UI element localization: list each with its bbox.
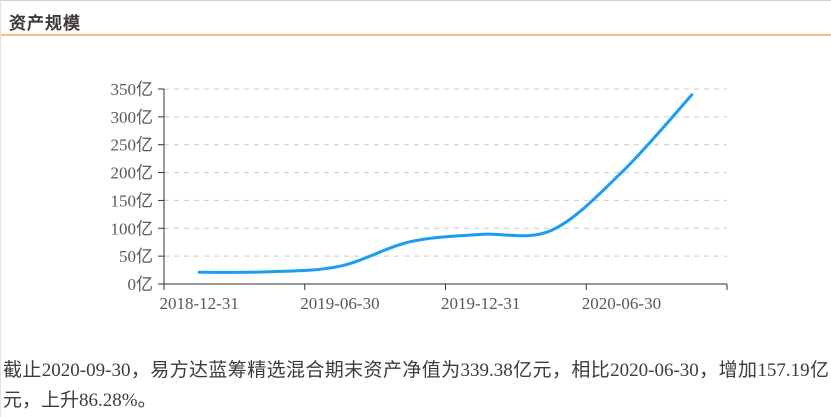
asset-scale-line: [197, 93, 694, 274]
y-axis-label: 50亿: [119, 247, 153, 266]
y-axis-label: 150亿: [111, 191, 154, 210]
x-axis-label: 2018-12-31: [160, 294, 239, 313]
chart-canvas: 350亿 300亿 250亿 200亿 150亿 100亿 50亿 0亿 2018-12-31 2…: [111, 80, 728, 313]
y-axis-label: 100亿: [111, 219, 154, 238]
y-axis-label: 350亿: [111, 80, 154, 99]
y-axis-label: 0亿: [128, 275, 154, 294]
summary-text: 截止2020-09-30，易方达蓝筹精选混合期末资产净值为339.38亿元，相比…: [3, 360, 829, 411]
x-axis-label: 2019-06-30: [300, 294, 379, 313]
y-axis-label: 250亿: [111, 136, 154, 155]
x-axis-label: 2020-06-30: [582, 294, 661, 313]
page-title: 资产规模: [9, 14, 81, 33]
y-axis-label: 300亿: [111, 108, 154, 127]
accent-divider: [1, 34, 831, 36]
y-axis-label: 200亿: [111, 164, 154, 183]
x-axis-label: 2019-12-31: [441, 294, 520, 313]
